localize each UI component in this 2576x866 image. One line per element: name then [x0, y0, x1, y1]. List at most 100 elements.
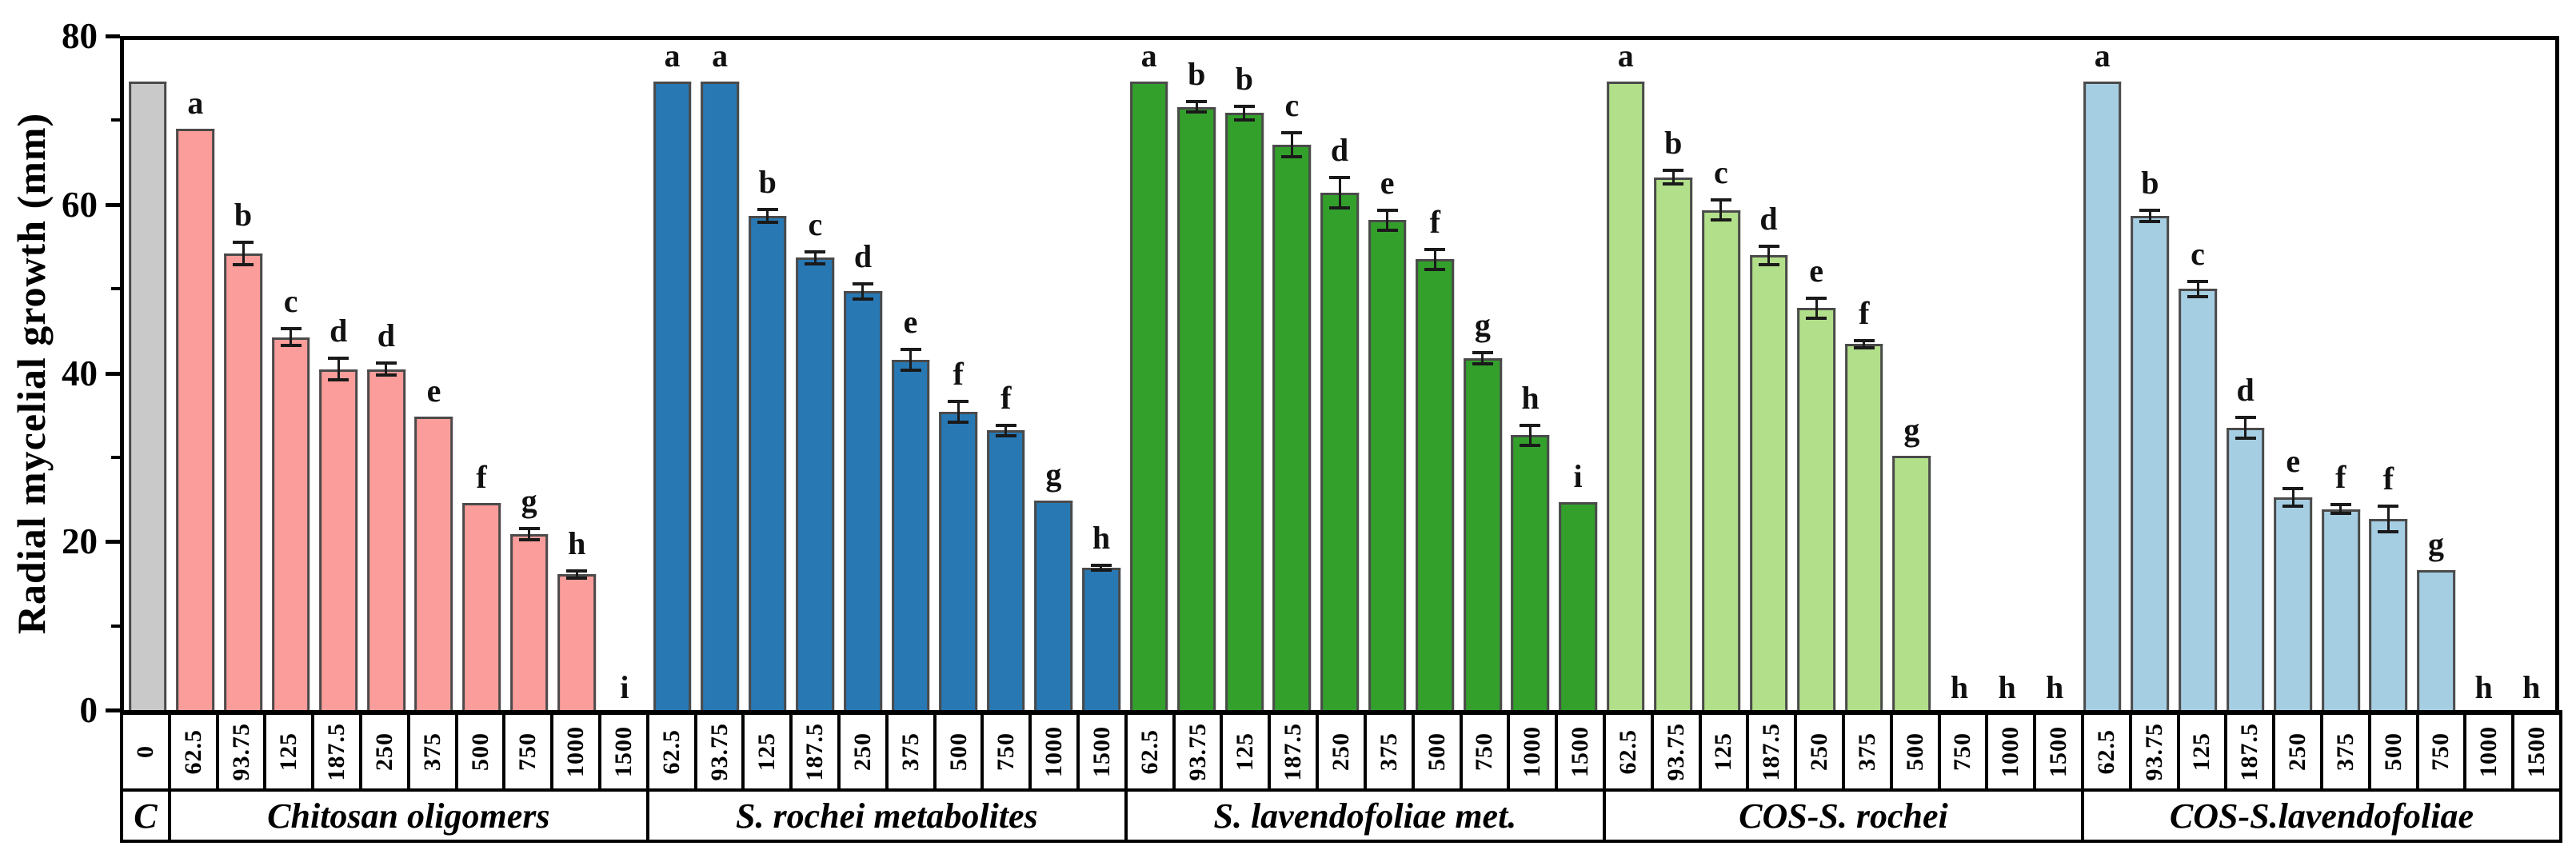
x-tick-label: 375: [897, 732, 924, 771]
x-tick-label: 250: [370, 732, 397, 771]
x-tick-label: 750: [1471, 732, 1498, 771]
significance-letter: d: [853, 237, 873, 274]
x-tick-label: 187.5: [1758, 722, 1785, 781]
x-tick-label: 62.5: [2092, 728, 2119, 775]
error-bar: [1663, 169, 1684, 186]
significance-letter: f: [953, 356, 964, 393]
bar-slot: h: [2460, 40, 2508, 710]
x-tick-label: 750: [992, 732, 1020, 771]
error-bar: [1710, 198, 1731, 222]
significance-letter: b: [1188, 56, 1206, 93]
x-tick-label: 375: [418, 732, 445, 771]
x-tick-label: 187.5: [2236, 722, 2263, 781]
bar-slot: a: [1125, 40, 1173, 710]
significance-letter: g: [1474, 306, 1491, 343]
bar: [1797, 308, 1835, 710]
bar-slot: f: [1411, 40, 1459, 710]
bar: [557, 574, 597, 710]
error-bar: [1281, 131, 1303, 158]
bar-slot: f: [934, 40, 982, 710]
bar: [2417, 570, 2455, 710]
bar: [653, 82, 692, 710]
x-tick-label: 125: [1232, 732, 1259, 771]
significance-letter: a: [664, 38, 681, 74]
error-bar: [1853, 338, 1875, 349]
y-tick-label: 40: [62, 353, 98, 393]
x-tick-cell: 750: [505, 715, 554, 792]
group-name-cell: COS-S.lavendofoliae: [2083, 792, 2562, 843]
x-tick-cell: 187.5: [2227, 715, 2276, 792]
concentration-label-row: 0 62.5 93.75 125 187.5 250 375 500 750 1000 1500 62…: [123, 715, 2562, 792]
bar: [986, 430, 1025, 710]
bar-slot: a: [172, 40, 220, 710]
error-bar: [1376, 208, 1398, 232]
y-tick-label: 60: [62, 184, 98, 225]
x-tick-label: 1000: [1519, 726, 1546, 777]
x-tick-cell: 125: [745, 715, 793, 792]
bar: [1511, 435, 1550, 710]
x-tick-cell: 250: [2275, 715, 2323, 792]
group-name-cell: S. rochei metabolites: [649, 792, 1128, 843]
x-tick-cell: 62.5: [2083, 715, 2132, 792]
x-tick-cell: 1500: [2036, 715, 2084, 792]
x-tick-label: 750: [1949, 732, 1976, 771]
error-bar: [2282, 487, 2304, 508]
significance-letter: c: [808, 206, 823, 242]
significance-letter: b: [1664, 125, 1683, 162]
bar: [176, 129, 215, 710]
bar-slot: f: [2365, 40, 2413, 710]
significance-letter: h: [1092, 519, 1111, 556]
x-tick-label: 125: [2188, 732, 2215, 771]
x-tick-cell: 187.5: [314, 715, 363, 792]
y-major-tick: [106, 708, 120, 712]
x-tick-label: 0: [131, 745, 158, 758]
bar-slot: h: [1935, 40, 1983, 710]
bar-slot: h: [1077, 40, 1125, 710]
bar-slot: g: [1459, 40, 1507, 710]
bar: [1129, 82, 1168, 710]
significance-letter: i: [1573, 458, 1583, 495]
significance-letter: c: [1284, 87, 1300, 124]
error-bar: [518, 526, 540, 542]
bar-slot: b: [2127, 40, 2175, 710]
significance-letter: h: [1950, 669, 1969, 705]
significance-letter: e: [426, 373, 441, 409]
x-tick-cell: 375: [1366, 715, 1415, 792]
group-name-cell: Chitosan oligomers: [170, 792, 649, 843]
bar-slot: e: [410, 40, 458, 710]
bar: [509, 534, 549, 710]
x-tick-cell: 1500: [1558, 715, 1606, 792]
bar: [2131, 215, 2170, 710]
bar: [1559, 502, 1597, 710]
bar: [2274, 497, 2313, 710]
x-tick-cell: 500: [1892, 715, 1941, 792]
bar: [1224, 113, 1264, 710]
significance-letter: d: [329, 312, 348, 349]
x-tick-cell: 750: [2418, 715, 2467, 792]
bar-slot: d: [2222, 40, 2270, 710]
error-bar: [566, 569, 588, 580]
significance-letter: a: [1140, 38, 1157, 74]
x-tick-label: 1500: [609, 726, 637, 777]
error-bar: [2235, 416, 2256, 440]
x-tick-cell: 187.5: [1749, 715, 1798, 792]
x-tick-cell: 93.75: [1175, 715, 1224, 792]
bar-slot: f: [1840, 40, 1888, 710]
significance-letter: f: [1859, 294, 1870, 331]
bar-slot: a: [1602, 40, 1650, 710]
x-tick-cell: 750: [984, 715, 1032, 792]
significance-letter: d: [1759, 200, 1778, 237]
bar: [1844, 344, 1883, 710]
x-tick-cell: 1000: [553, 715, 602, 792]
x-tick-cell: 375: [888, 715, 937, 792]
bar-slot: f: [457, 40, 505, 710]
error-bar: [948, 400, 969, 424]
bar: [2369, 519, 2408, 710]
x-tick-label: 187.5: [801, 722, 829, 781]
significance-letter: d: [377, 317, 395, 354]
bar: [367, 369, 405, 710]
bar: [271, 337, 310, 710]
x-tick-label: 1500: [2045, 726, 2072, 777]
error-bar: [900, 348, 921, 372]
